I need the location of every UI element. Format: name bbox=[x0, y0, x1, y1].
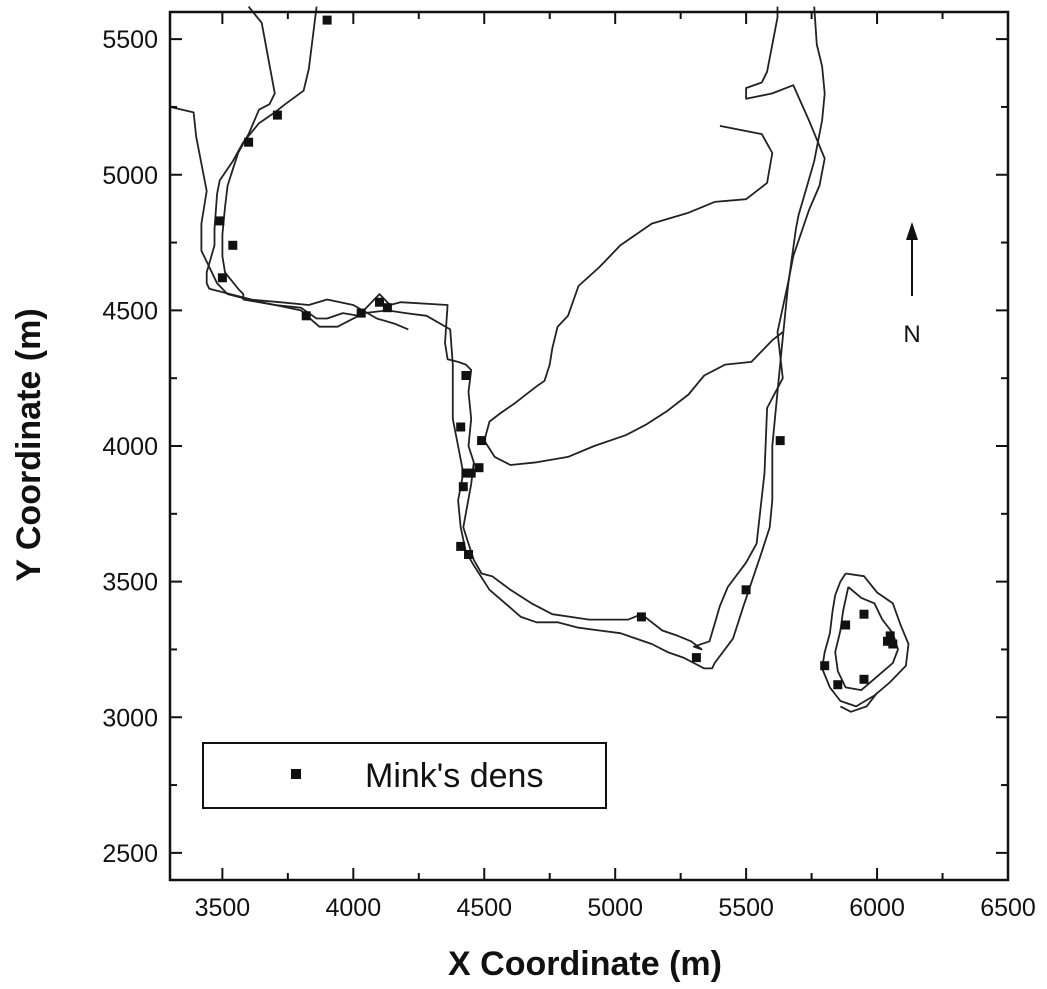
den-point-28 bbox=[888, 639, 898, 649]
den-point-15 bbox=[466, 468, 476, 478]
den-point-23 bbox=[775, 436, 785, 446]
boundary-line-2 bbox=[205, 6, 826, 670]
den-point-30 bbox=[859, 674, 869, 684]
north-arrow-head bbox=[906, 222, 918, 240]
y-axis-ticks: 2500 3000 3500 4000 4500 5000 5500 bbox=[102, 26, 1008, 868]
den-point-5 bbox=[228, 240, 238, 250]
den-point-31 bbox=[833, 680, 843, 690]
boundary-line-5 bbox=[821, 572, 910, 708]
y-tick-label: 5000 bbox=[102, 162, 158, 190]
y-axis-title: Y Coordinate (m) bbox=[10, 308, 48, 581]
x-axis-title: X Coordinate (m) bbox=[448, 945, 722, 983]
legend-marker bbox=[291, 769, 301, 779]
boundary-line-7 bbox=[839, 692, 878, 713]
x-tick-label: 5000 bbox=[587, 894, 643, 922]
x-tick-label: 4000 bbox=[326, 894, 382, 922]
x-tick-label: 4500 bbox=[456, 894, 512, 922]
den-point-19 bbox=[464, 550, 473, 559]
den-point-2 bbox=[272, 110, 282, 120]
boundary-line-6 bbox=[834, 586, 899, 691]
boundary-line-1 bbox=[221, 6, 826, 651]
x-tick-label: 3500 bbox=[195, 894, 251, 922]
north-arrow: N bbox=[903, 222, 921, 348]
den-point-18 bbox=[456, 541, 466, 551]
y-tick-label: 5500 bbox=[102, 26, 158, 54]
den-point-25 bbox=[841, 620, 851, 630]
boundary-line-3 bbox=[169, 106, 409, 331]
den-point-3 bbox=[244, 137, 254, 147]
boundary-line-4 bbox=[483, 125, 784, 466]
den-point-7 bbox=[301, 311, 311, 321]
den-point-14 bbox=[474, 463, 484, 473]
den-point-4 bbox=[215, 216, 225, 226]
den-point-13 bbox=[477, 436, 487, 446]
den-point-10 bbox=[382, 303, 392, 313]
x-axis-ticks: 3500 4000 4500 5000 5500 6000 6500 bbox=[195, 12, 1036, 922]
y-tick-label: 2500 bbox=[102, 840, 158, 868]
den-point-26 bbox=[885, 631, 895, 641]
den-point-27 bbox=[883, 636, 892, 646]
den-point-29 bbox=[820, 661, 830, 671]
legend: Mink's dens bbox=[202, 742, 607, 809]
den-point-6 bbox=[217, 273, 227, 283]
x-tick-label: 6000 bbox=[849, 894, 905, 922]
y-tick-label: 3000 bbox=[102, 704, 158, 732]
y-tick-label: 4500 bbox=[102, 297, 158, 325]
den-point-17 bbox=[458, 482, 468, 492]
legend-label: Mink's dens bbox=[365, 757, 543, 795]
x-tick-label: 6500 bbox=[980, 894, 1036, 922]
den-point-1 bbox=[322, 15, 332, 25]
den-point-24 bbox=[859, 609, 869, 619]
x-tick-label: 5500 bbox=[718, 894, 774, 922]
den-point-22 bbox=[741, 585, 751, 595]
den-point-16 bbox=[461, 468, 471, 478]
den-point-8 bbox=[356, 308, 366, 318]
legend-box bbox=[202, 742, 607, 809]
den-point-12 bbox=[456, 422, 466, 432]
den-point-21 bbox=[691, 653, 701, 663]
den-point-20 bbox=[636, 612, 646, 622]
den-markers bbox=[215, 15, 898, 690]
den-point-11 bbox=[461, 371, 471, 380]
y-tick-label: 4000 bbox=[102, 433, 158, 461]
y-tick-label: 3500 bbox=[102, 569, 158, 597]
den-point-9 bbox=[375, 297, 384, 307]
north-label: N bbox=[903, 321, 920, 348]
coastline-boundaries bbox=[169, 6, 910, 713]
